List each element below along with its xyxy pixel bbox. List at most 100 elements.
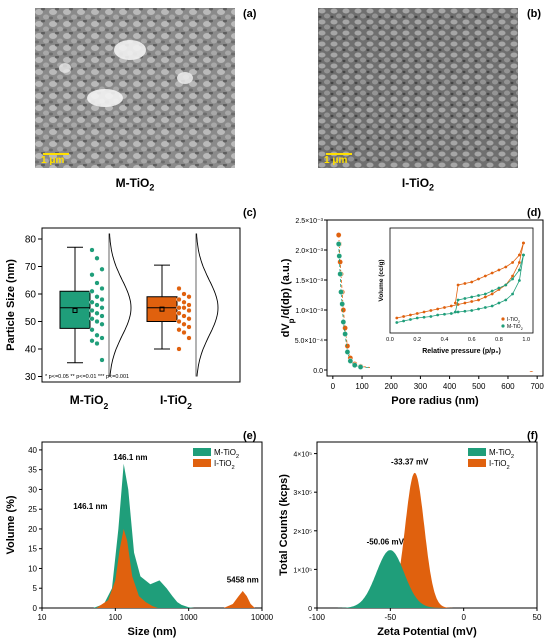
inset-point [497, 301, 501, 305]
data-point [181, 291, 187, 297]
data-point [342, 325, 348, 331]
inset-x-tick-label: 0.4 [441, 337, 449, 343]
inset-point [422, 310, 426, 314]
inset-point [522, 253, 525, 257]
sem-image-i-tio2 [318, 8, 518, 168]
inset-point [429, 315, 433, 318]
data-point [181, 313, 187, 319]
x-tick-label: 1000 [180, 613, 198, 622]
data-point [357, 364, 364, 370]
inset-point [517, 268, 521, 272]
inset-point [443, 306, 446, 309]
inset-legend-label: I-TiO2 [507, 317, 520, 324]
data-point [94, 310, 100, 316]
y-tick-label: 80 [25, 235, 37, 246]
inset-point [470, 300, 474, 303]
annotation-m-tio2-peak: 146.1 nm [113, 453, 147, 462]
y-tick-label: 1.5×10⁻³ [295, 278, 323, 285]
y-tick-label: 40 [25, 345, 37, 356]
inset-point [402, 315, 406, 318]
caption-a: M-TiO2 [115, 176, 155, 193]
inset-point [504, 283, 508, 287]
data-point [176, 285, 182, 292]
inset-frame [389, 227, 534, 334]
inset-point [517, 279, 521, 282]
x-tick-label: 400 [443, 382, 457, 391]
data-point [181, 305, 187, 311]
data-point [99, 313, 105, 319]
inset-x-axis-label: Relative pressure (p/p₀) [422, 348, 501, 355]
data-point [94, 294, 100, 300]
inset-point [463, 297, 467, 300]
inset-point [522, 241, 525, 245]
y-tick-label: 2.5×10⁻³ [295, 218, 323, 225]
inset-point [483, 306, 487, 309]
y-tick-label: 30 [25, 372, 37, 383]
data-point [338, 289, 344, 295]
inset-point [395, 316, 399, 320]
scale-bar-label-a: 1 μm [41, 155, 65, 166]
inset-point [517, 261, 521, 264]
data-point [176, 327, 182, 333]
plot-frame [326, 219, 544, 377]
inset-point [511, 261, 514, 264]
y-tick-label: 0 [308, 606, 312, 613]
data-point [336, 253, 343, 259]
y-axis-label: Particle Size (nm) [5, 259, 17, 351]
inset-point [449, 304, 453, 308]
inset-point [477, 298, 480, 302]
x-tick-label: 300 [414, 382, 428, 391]
panel-letter-b: (b) [527, 8, 542, 20]
inset-point [517, 253, 521, 257]
annotation-m-tio2: -50.06 mV [367, 537, 405, 546]
inset-point [436, 307, 440, 311]
data-point [181, 299, 187, 305]
y-tick-label: 1×10⁵ [293, 567, 312, 574]
annotation-i-tio2-secondary: 5458 nm [227, 575, 259, 584]
legend-label: I-TiO2 [214, 459, 235, 471]
y-axis-label: Volume (%) [5, 495, 17, 554]
panel-letter-e: (e) [243, 430, 257, 442]
inset-point [453, 301, 457, 305]
x-tick-label: 100 [355, 382, 369, 391]
inset-point [511, 274, 514, 278]
data-point [89, 307, 95, 314]
data-point [342, 331, 348, 337]
inset-point [409, 318, 412, 321]
legend-swatch [193, 459, 211, 467]
inset-x-tick-label: 0.0 [386, 337, 394, 343]
inset-point [470, 295, 474, 299]
data-point [335, 232, 342, 238]
y-tick-label: 35 [28, 466, 37, 475]
data-point [335, 241, 342, 247]
inset-y-axis-label: Volume (cc/g) [378, 259, 385, 301]
inset-point [456, 283, 460, 287]
y-tick-label: 30 [28, 485, 37, 494]
data-point [99, 335, 105, 341]
inset-point [456, 310, 460, 314]
y-tick-label: 1.0×10⁻³ [295, 308, 323, 315]
inset-point [395, 321, 399, 324]
data-point [344, 349, 351, 355]
data-point [181, 321, 187, 327]
data-point [99, 357, 105, 363]
annotation-i-tio2: -33.37 mV [391, 457, 429, 466]
inset-x-tick-label: 0.8 [495, 337, 503, 343]
data-point [89, 288, 95, 294]
panel-letter-d: (d) [527, 207, 542, 219]
inset-point [436, 313, 440, 317]
sem-texture-b [318, 8, 518, 168]
legend-swatch [193, 448, 211, 456]
x-tick-label: -50 [385, 613, 397, 622]
legend-swatch [468, 448, 486, 456]
y-tick-label: 3×10⁵ [293, 490, 312, 497]
y-tick-label: 70 [25, 262, 37, 273]
data-point [176, 296, 182, 303]
y-tick-label: 0.0 [313, 368, 323, 375]
y-tick-label: 60 [25, 290, 37, 301]
y-tick-label: 4×10⁵ [293, 452, 312, 459]
inset-point [477, 277, 480, 281]
inset-point [504, 298, 508, 302]
y-tick-label: 2.0×10⁻³ [295, 248, 323, 255]
series-area [376, 472, 453, 608]
